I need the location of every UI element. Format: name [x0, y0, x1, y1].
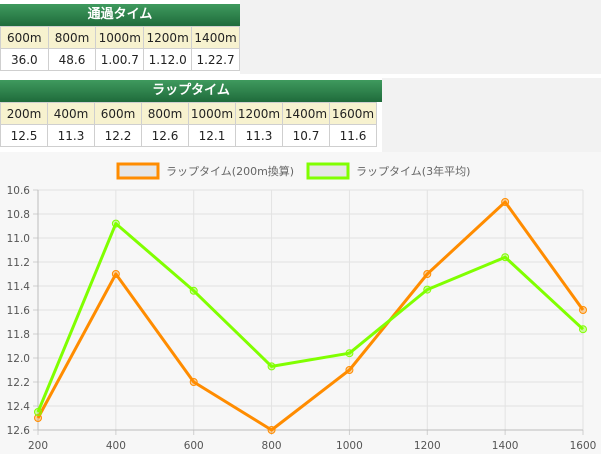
distance-header: 800m: [47, 26, 97, 49]
data-point: [501, 198, 510, 206]
distance-header: 1400m: [282, 102, 330, 125]
y-tick-label: 12.6: [7, 425, 31, 437]
time-cell: 36.0: [0, 48, 49, 71]
data-point: [34, 414, 42, 422]
lap-time-title: ラップタイム: [0, 80, 382, 102]
y-tick-label: 12.2: [7, 377, 30, 389]
x-tick-label: 800: [262, 440, 282, 452]
distance-header: 1200m: [143, 26, 193, 49]
data-point: [111, 270, 120, 278]
data-point: [579, 325, 587, 334]
background-strip: [382, 78, 601, 156]
distance-header: 600m: [94, 102, 142, 125]
table-row: 600m 800m 1000m 1200m 1400m: [0, 26, 240, 49]
y-tick-label: 11.8: [7, 329, 30, 341]
time-cell: 1.00.7: [95, 48, 145, 71]
distance-header: 1000m: [188, 102, 236, 125]
x-tick-label: 1200: [414, 440, 441, 452]
distance-header: 1400m: [191, 26, 240, 49]
data-point: [267, 426, 276, 434]
data-point: [501, 253, 510, 262]
lap-time-chart: 10.6 10.8 11.0 11.2 11.4 11.6 11.8 12.0 12.2 12.4…: [0, 152, 601, 454]
data-point: [267, 362, 276, 371]
time-cell: 12.6: [141, 124, 189, 147]
data-point: [345, 366, 354, 374]
time-cell: 12.2: [94, 124, 142, 147]
data-point: [189, 378, 198, 386]
lap-time-panel: ラップタイム 200m 400m 600m 800m 1000m 1200m 1…: [0, 80, 382, 147]
data-point: [111, 219, 120, 228]
x-tick-label: 1600: [570, 440, 597, 452]
table-row: 12.5 11.3 12.2 12.6 12.1 11.3 10.7 11.6: [0, 124, 377, 147]
legend-label: ラップタイム(200m換算): [166, 164, 294, 178]
lap-time-table: 200m 400m 600m 800m 1000m 1200m 1400m 16…: [0, 102, 377, 147]
x-tick-label: 1000: [336, 440, 363, 452]
time-cell: 10.7: [282, 124, 330, 147]
legend-swatch: [116, 162, 160, 180]
time-cell: 12.5: [0, 124, 48, 147]
passing-time-table: 600m 800m 1000m 1200m 1400m 36.0 48.6 1.…: [0, 26, 240, 71]
distance-header: 1000m: [95, 26, 145, 49]
y-tick-label: 11.6: [7, 305, 31, 317]
distance-header: 400m: [47, 102, 95, 125]
y-tick-label: 11.4: [7, 281, 31, 293]
distance-header: 200m: [0, 102, 48, 125]
data-point: [423, 285, 432, 294]
x-tick-label: 600: [184, 440, 204, 452]
distance-header: 600m: [0, 26, 49, 49]
series-line-1: [36, 200, 585, 432]
x-tick-label: 400: [106, 440, 126, 452]
series-line-2: [36, 222, 585, 413]
y-tick-label: 12.4: [7, 401, 31, 413]
time-cell: 11.3: [47, 124, 95, 147]
passing-time-title: 通過タイム: [0, 4, 240, 26]
time-cell: 11.6: [329, 124, 377, 147]
distance-header: 1600m: [329, 102, 377, 125]
time-cell: 1.22.7: [191, 48, 240, 71]
y-tick-label: 11.2: [7, 257, 30, 269]
table-row: 36.0 48.6 1.00.7 1.12.0 1.22.7: [0, 48, 240, 71]
y-tick-label: 11.0: [7, 233, 30, 245]
chart-svg: 10.6 10.8 11.0 11.2 11.4 11.6 11.8 12.0 12.2 12.4…: [7, 162, 597, 452]
y-tick-label: 10.8: [7, 209, 30, 221]
legend-label: ラップタイム(3年平均): [356, 164, 470, 178]
time-cell: 1.12.0: [143, 48, 193, 71]
x-tick-label: 200: [28, 440, 48, 452]
legend-swatch: [306, 162, 350, 180]
data-point: [189, 286, 198, 295]
table-row: 200m 400m 600m 800m 1000m 1200m 1400m 16…: [0, 102, 377, 125]
y-tick-label: 12.0: [7, 353, 30, 365]
time-cell: 11.3: [235, 124, 283, 147]
distance-header: 1200m: [235, 102, 283, 125]
data-point: [345, 349, 354, 358]
distance-header: 800m: [141, 102, 189, 125]
data-point: [423, 270, 432, 278]
data-point: [34, 408, 42, 416]
background-strip: [240, 0, 601, 74]
time-cell: 48.6: [47, 48, 97, 71]
x-tick-label: 1400: [492, 440, 519, 452]
time-cell: 12.1: [188, 124, 236, 147]
y-tick-label: 10.6: [7, 185, 31, 197]
data-point: [579, 306, 587, 314]
passing-time-panel: 通過タイム 600m 800m 1000m 1200m 1400m 36.0 4…: [0, 4, 240, 71]
